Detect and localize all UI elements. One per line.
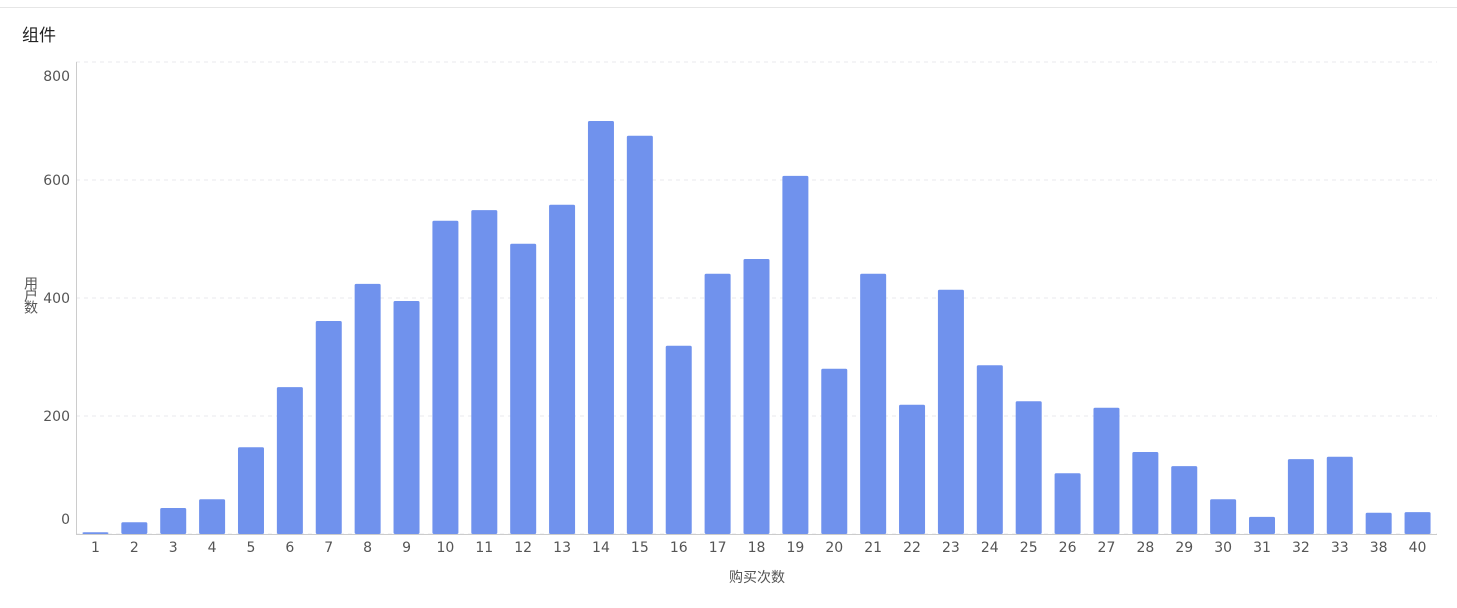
x-axis-title: 购买次数 <box>729 570 785 586</box>
x-tick-label: 40 <box>1409 540 1427 556</box>
x-tick-label: 23 <box>942 540 960 556</box>
x-tick-label: 1 <box>91 540 100 556</box>
bar <box>315 321 342 534</box>
bar <box>860 273 887 534</box>
x-tick-label: 9 <box>402 540 411 556</box>
x-tick-label: 21 <box>864 540 882 556</box>
y-tick-label: 600 <box>43 173 70 189</box>
x-tick-label: 14 <box>592 540 610 556</box>
x-tick-label: 15 <box>631 540 649 556</box>
x-tick-label: 26 <box>1059 540 1077 556</box>
bar <box>237 447 264 534</box>
x-tick-label: 22 <box>903 540 921 556</box>
bar <box>354 283 381 534</box>
bar <box>1171 466 1198 534</box>
bar <box>471 210 498 534</box>
bar <box>1093 407 1120 534</box>
y-tick-label: 0 <box>61 512 70 528</box>
x-tick-label: 19 <box>786 540 804 556</box>
bar <box>160 508 187 534</box>
bar <box>510 243 537 534</box>
x-tick-label: 38 <box>1370 540 1388 556</box>
x-tick-label: 5 <box>247 540 256 556</box>
chart-title: 组件 <box>22 26 56 46</box>
x-tick-label: 32 <box>1292 540 1310 556</box>
y-tick-label: 800 <box>43 69 70 85</box>
bar <box>1210 499 1237 534</box>
y-tick-label: 200 <box>43 409 70 425</box>
bar <box>1015 401 1042 534</box>
x-tick-label: 17 <box>709 540 727 556</box>
bar <box>665 345 692 534</box>
x-tick-label: 25 <box>1020 540 1038 556</box>
x-tick-label: 29 <box>1175 540 1193 556</box>
bar <box>199 499 226 534</box>
bar <box>821 368 848 534</box>
x-tick-label: 18 <box>748 540 766 556</box>
bar <box>782 175 809 534</box>
bar <box>976 365 1003 534</box>
x-tick-label: 7 <box>324 540 333 556</box>
bar <box>549 204 576 534</box>
x-tick-label: 10 <box>437 540 455 556</box>
y-axis-title: 用户数 <box>22 276 38 314</box>
bar <box>1132 451 1159 534</box>
bar <box>1365 512 1392 534</box>
x-tick-label: 4 <box>208 540 217 556</box>
x-tick-label: 13 <box>553 540 571 556</box>
bar <box>276 387 303 534</box>
bar <box>626 135 653 534</box>
bar <box>743 259 770 534</box>
x-tick-label: 16 <box>670 540 688 556</box>
x-tick-label: 24 <box>981 540 999 556</box>
bar <box>1249 516 1276 534</box>
x-tick-label: 33 <box>1331 540 1349 556</box>
bar <box>937 289 964 534</box>
bar <box>704 273 731 534</box>
bar <box>82 532 109 534</box>
bar <box>1404 512 1431 534</box>
bar <box>587 121 614 534</box>
x-tick-label: 28 <box>1136 540 1154 556</box>
bar <box>1287 459 1314 534</box>
bar <box>899 404 926 534</box>
x-tick-label: 11 <box>475 540 493 556</box>
x-tick-label: 30 <box>1214 540 1232 556</box>
x-tick-label: 27 <box>1098 540 1116 556</box>
bar <box>1326 456 1353 534</box>
x-tick-label: 2 <box>130 540 139 556</box>
bar <box>432 220 459 534</box>
x-tick-label: 31 <box>1253 540 1271 556</box>
x-tick-label: 20 <box>825 540 843 556</box>
bar <box>1054 473 1081 534</box>
y-tick-label: 400 <box>43 291 70 307</box>
x-tick-label: 12 <box>514 540 532 556</box>
x-tick-label: 6 <box>285 540 294 556</box>
x-tick-label: 3 <box>169 540 178 556</box>
x-tick-label: 8 <box>363 540 372 556</box>
bar <box>121 522 148 534</box>
bar <box>393 300 420 534</box>
